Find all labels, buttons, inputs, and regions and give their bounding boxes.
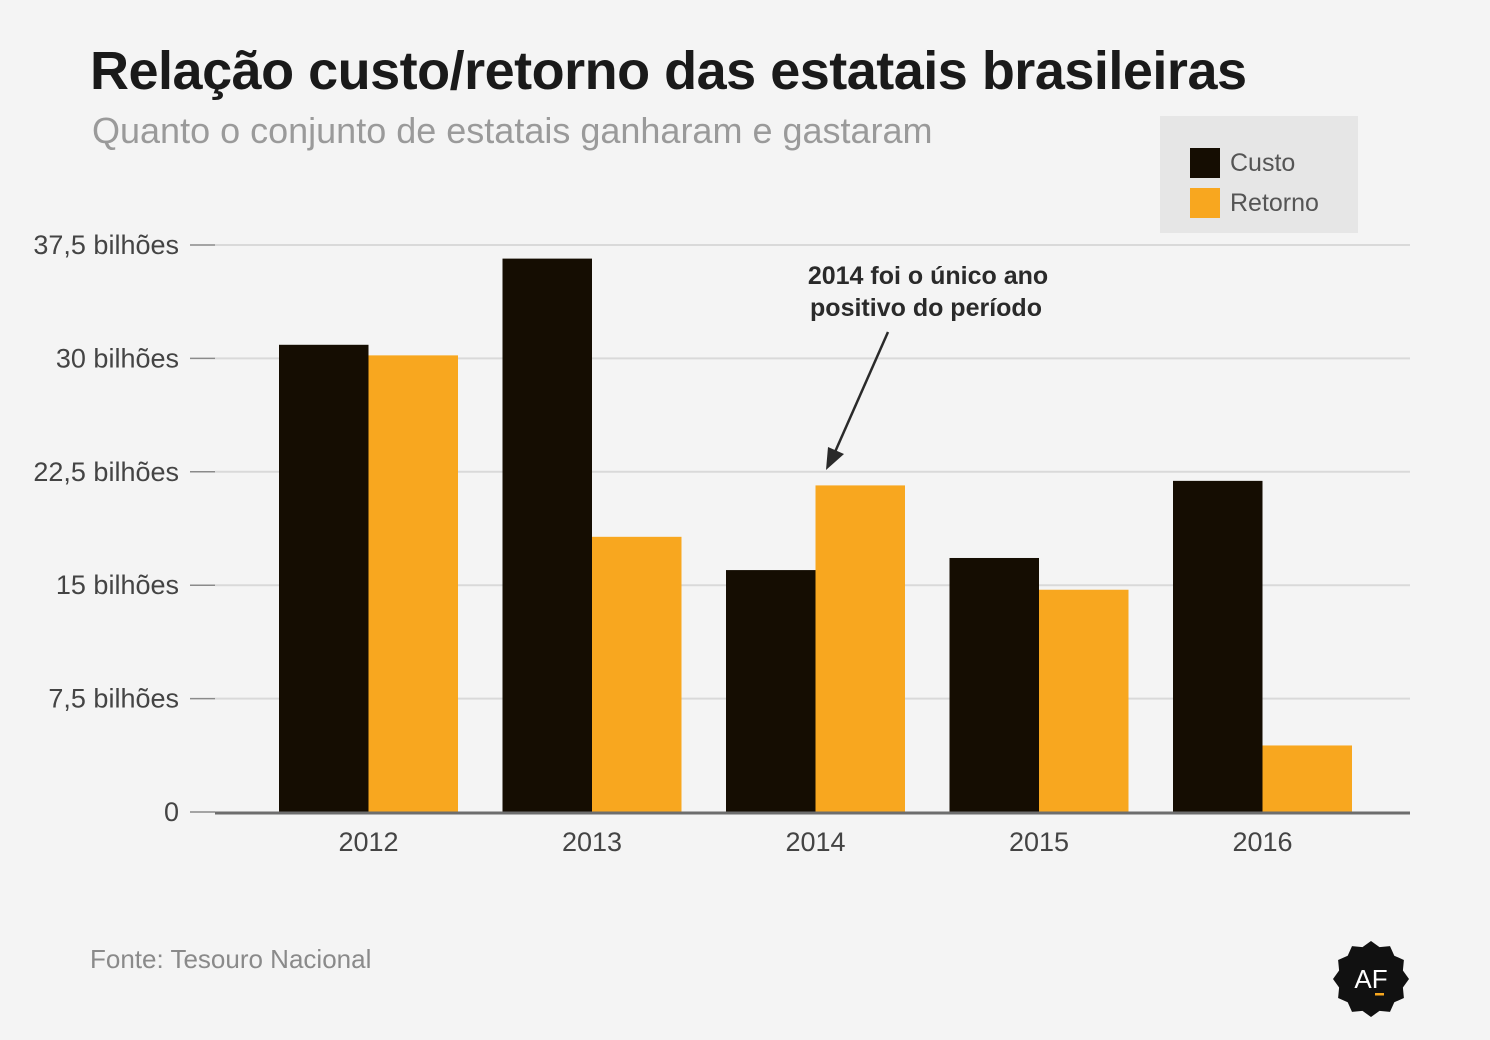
legend-label-retorno: Retorno xyxy=(1230,188,1319,217)
y-tick-label: 22,5 bilhões xyxy=(33,457,179,487)
logo-accent xyxy=(1375,993,1384,996)
chart-title: Relação custo/retorno das estatais brasi… xyxy=(90,41,1247,101)
bar-custo-2013 xyxy=(502,258,592,812)
y-tick-label: 30 bilhões xyxy=(56,343,179,373)
bar-retorno-2015 xyxy=(1039,589,1129,812)
logo-text: AF xyxy=(1354,964,1387,994)
bar-layer xyxy=(279,258,1352,812)
bar-custo-2014 xyxy=(726,570,816,812)
annotation-arrow-head xyxy=(826,447,844,470)
bar-retorno-2012 xyxy=(368,355,458,812)
af-logo: AF xyxy=(1333,941,1409,1017)
bar-custo-2016 xyxy=(1173,480,1263,812)
x-tick-label: 2012 xyxy=(338,827,398,857)
bar-retorno-2013 xyxy=(592,536,682,812)
y-tick-label: 37,5 bilhões xyxy=(33,230,179,260)
chart-subtitle: Quanto o conjunto de estatais ganharam e… xyxy=(92,110,933,151)
legend-swatch-retorno xyxy=(1190,188,1220,218)
x-tick-label: 2016 xyxy=(1232,827,1292,857)
y-tick-label: 15 bilhões xyxy=(56,570,179,600)
legend-swatch-custo xyxy=(1190,148,1220,178)
legend: Custo Retorno xyxy=(1160,116,1358,233)
legend-label-custo: Custo xyxy=(1230,148,1296,177)
bar-retorno-2016 xyxy=(1262,745,1352,812)
legend-item-custo: Custo xyxy=(1190,148,1295,178)
annotation-line-2: positivo do período xyxy=(810,294,1042,322)
y-tick-label: 0 xyxy=(164,797,179,827)
legend-item-retorno: Retorno xyxy=(1190,188,1319,218)
bar-custo-2015 xyxy=(949,557,1039,812)
x-tick-label: 2014 xyxy=(785,827,845,857)
y-tick-label: 7,5 bilhões xyxy=(48,684,179,714)
annotation-line-1: 2014 foi o único ano xyxy=(808,262,1048,290)
annotation: 2014 foi o único ano positivo do período xyxy=(808,262,1048,470)
bar-retorno-2014 xyxy=(815,485,905,812)
x-tick-label: 2013 xyxy=(562,827,622,857)
x-tick-label: 2015 xyxy=(1009,827,1069,857)
source-note: Fonte: Tesouro Nacional xyxy=(90,944,372,974)
axis-layer: 0 7,5 bilhões 15 bilhões 22,5 bilhões 30 bil… xyxy=(33,230,1410,857)
bar-custo-2012 xyxy=(279,344,369,812)
annotation-arrow-line xyxy=(833,331,890,453)
logo-badge xyxy=(1333,941,1409,1017)
